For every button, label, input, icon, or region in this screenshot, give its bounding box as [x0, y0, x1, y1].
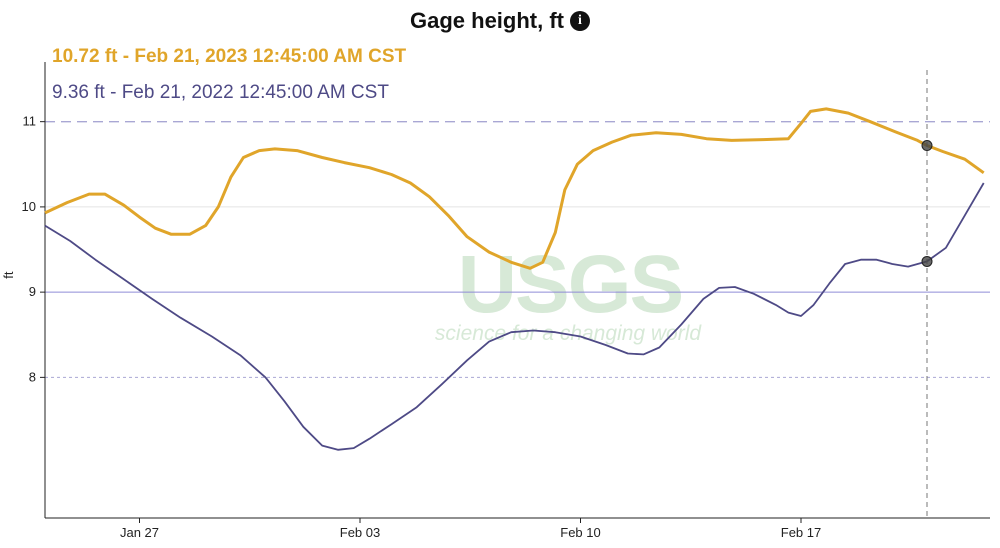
y-tick-label: 8 — [29, 369, 36, 384]
x-tick-label: Feb 10 — [560, 525, 600, 540]
cursor-marker-previous — [921, 255, 933, 267]
chart-title-row: Gage height, ft i — [0, 8, 1000, 34]
legend-previous-year: 9.36 ft - Feb 21, 2022 12:45:00 AM CST — [52, 82, 389, 103]
reference-lines — [45, 120, 990, 378]
hover-cursor — [921, 70, 933, 518]
chart-axes: 8 9 10 11 Jan 27 Feb 03 Feb 10 Feb 17 ft — [1, 62, 990, 540]
info-icon[interactable]: i — [570, 11, 590, 31]
y-tick-label: 9 — [29, 284, 36, 299]
series-line-previous — [44, 182, 985, 451]
series-line-current — [44, 107, 985, 270]
chart-title: Gage height, ft — [410, 8, 564, 33]
series-layer — [44, 107, 985, 451]
y-axis-label: ft — [1, 271, 16, 279]
x-tick-label: Jan 27 — [120, 525, 159, 540]
y-tick-label: 11 — [23, 114, 37, 129]
legend-current-year: 10.72 ft - Feb 21, 2023 12:45:00 AM CST — [52, 46, 407, 67]
y-tick-label: 10 — [22, 199, 36, 214]
cursor-marker-current — [921, 140, 933, 152]
x-tick-label: Feb 17 — [781, 525, 821, 540]
x-tick-label: Feb 03 — [340, 525, 380, 540]
watermark-tagline: science for a changing world — [435, 322, 702, 345]
